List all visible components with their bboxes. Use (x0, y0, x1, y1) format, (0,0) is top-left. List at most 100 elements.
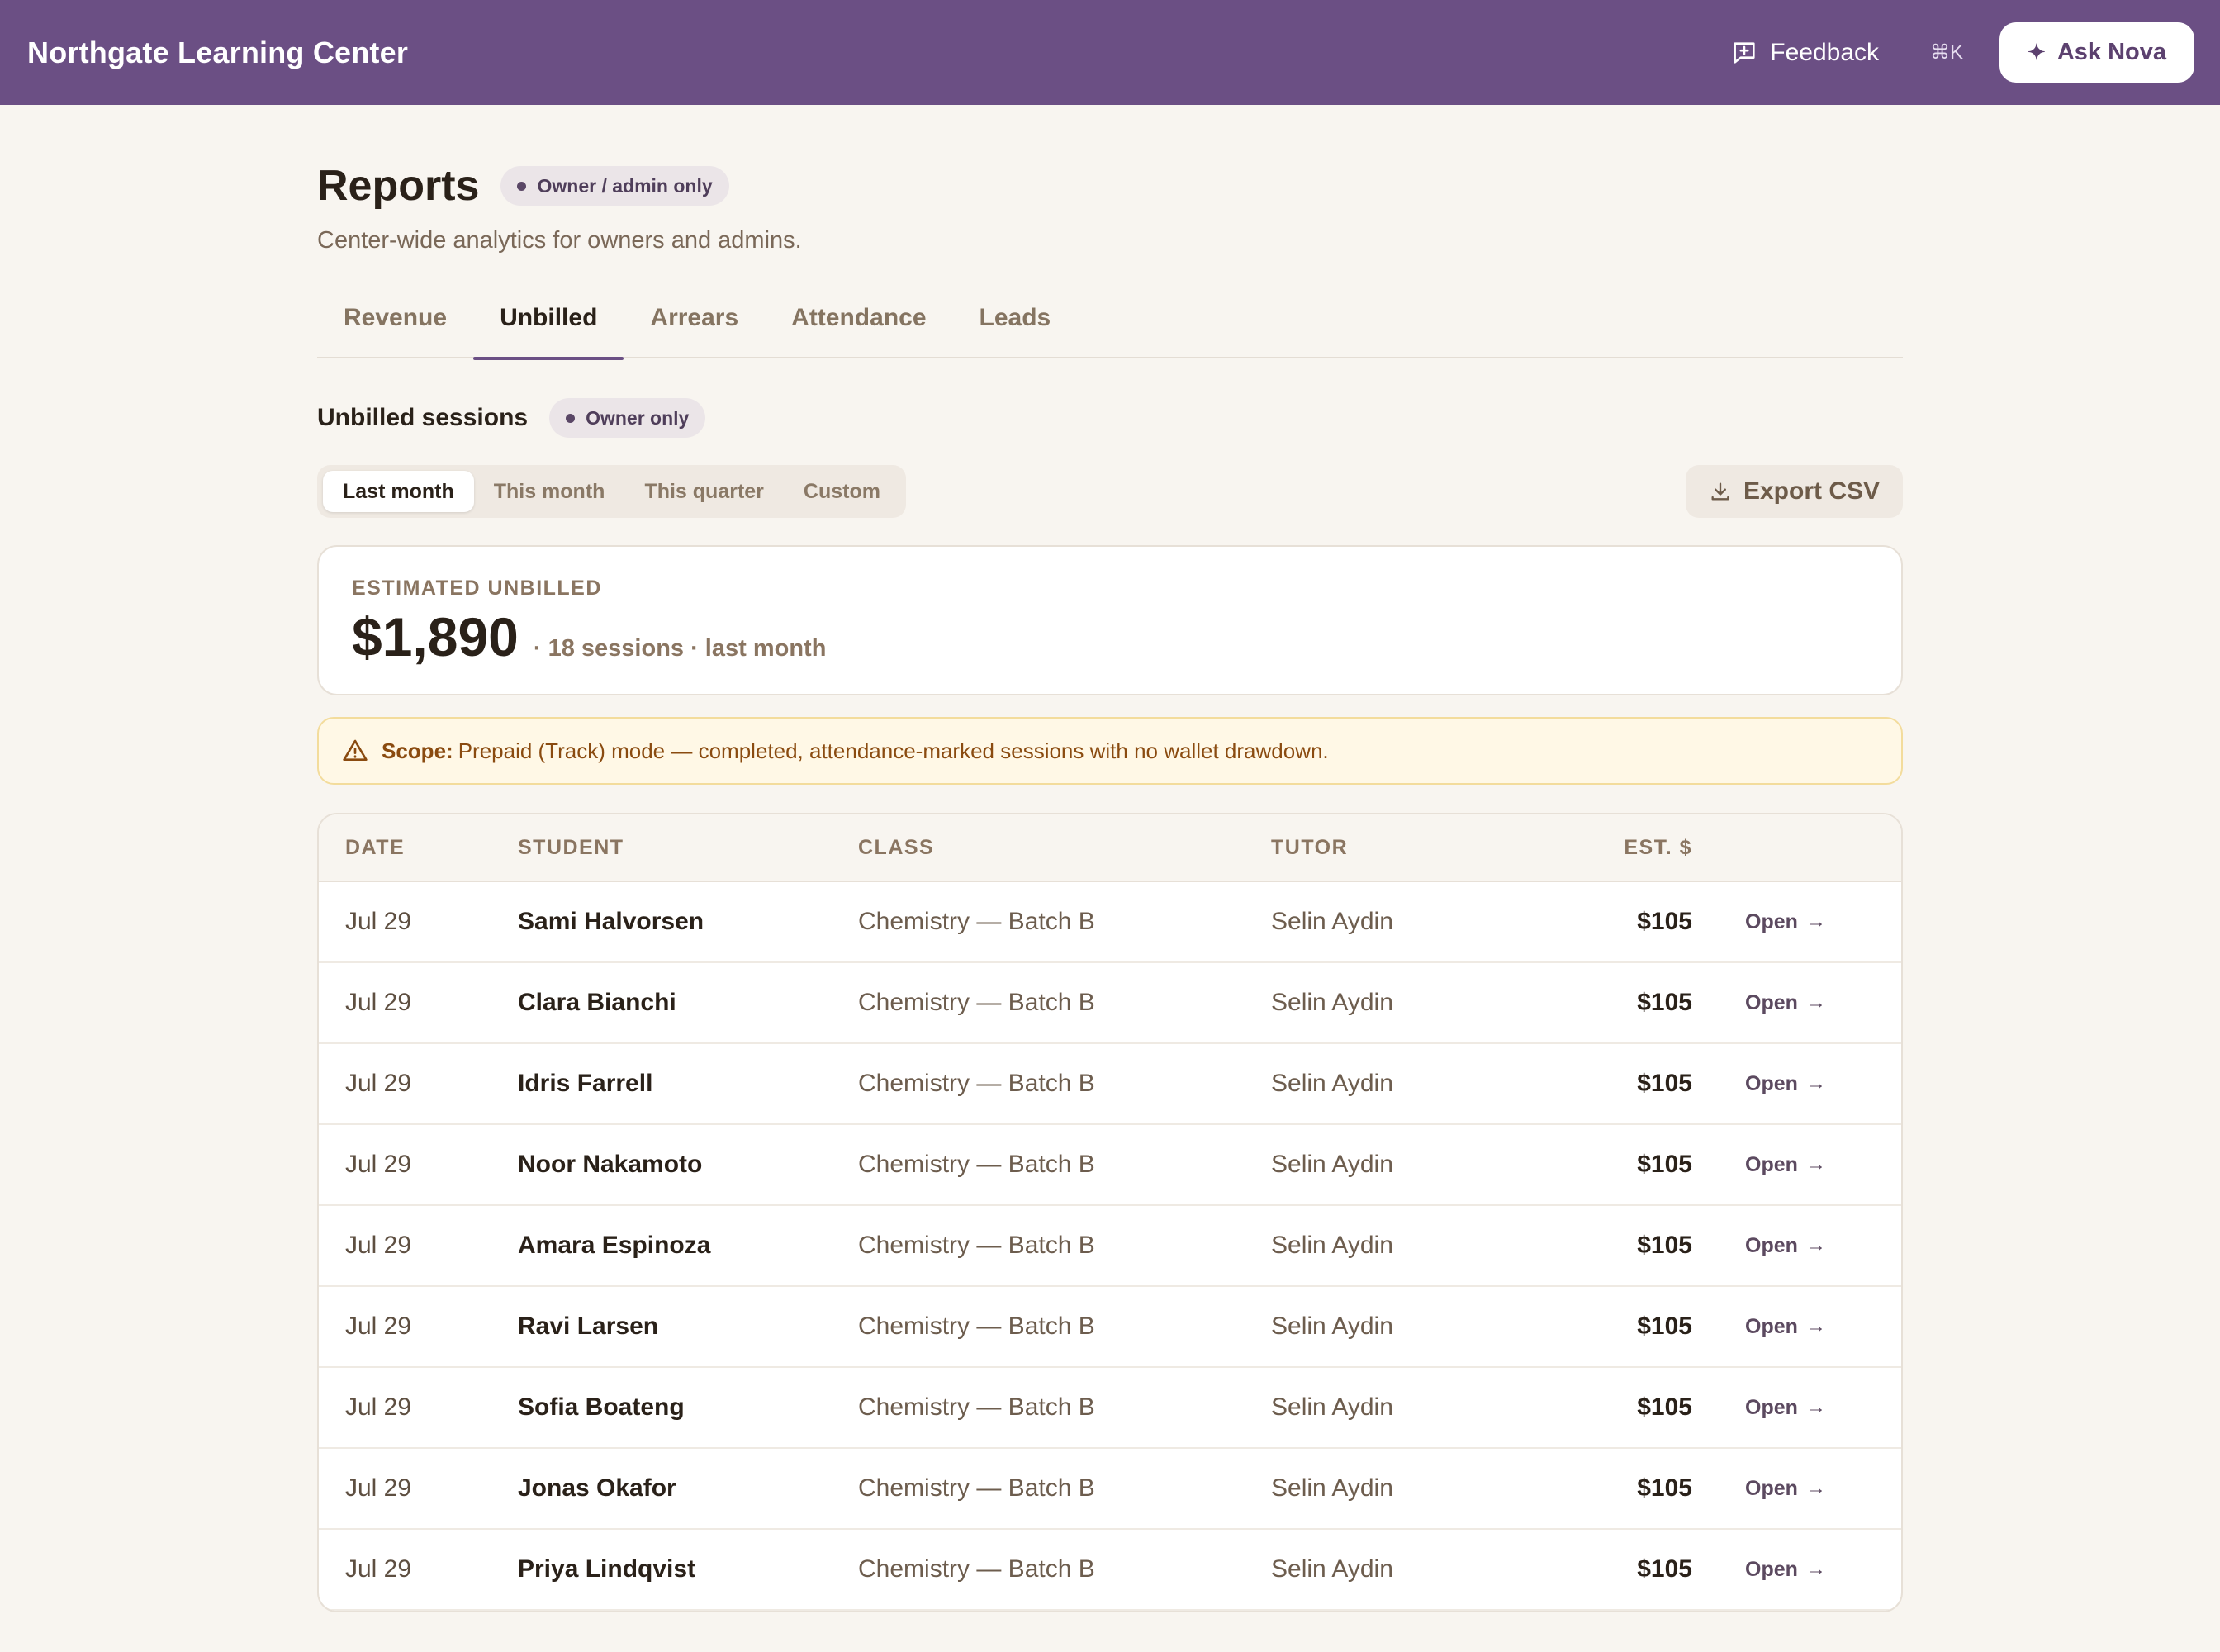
badge-dot-icon (517, 181, 527, 191)
cell-class: Chemistry — Batch B (858, 1232, 1095, 1259)
table-row[interactable]: Jul 29 Amara Espinoza Chemistry — Batch B S… (319, 1206, 1901, 1287)
section-title: Unbilled sessions (317, 404, 529, 431)
cell-actions: Open → (1692, 1477, 1857, 1501)
owner-only-badge-label: Owner only (586, 406, 690, 429)
open-label: Open (1745, 1395, 1798, 1419)
arrow-right-icon: → (1805, 991, 1826, 1014)
open-session-link[interactable]: Open → (1745, 910, 1826, 934)
open-session-link[interactable]: Open → (1745, 1477, 1826, 1501)
cell-class: Chemistry — Batch B (858, 1555, 1095, 1583)
arrow-right-icon: → (1805, 1153, 1826, 1175)
open-label: Open (1745, 1071, 1798, 1095)
tab-attendance[interactable]: Attendance (791, 304, 927, 331)
header-class[interactable]: CLASS (858, 835, 935, 859)
cell-actions: Open → (1692, 1234, 1857, 1258)
arrow-right-icon: → (1805, 1072, 1826, 1094)
cell-actions: Open → (1692, 1072, 1857, 1096)
cell-est-amount: $105 (1637, 1313, 1692, 1340)
report-tabs: Revenue Unbilled Arrears Attendance Lead… (317, 302, 1903, 360)
cell-date: Jul 29 (345, 908, 412, 935)
summary-meta: · 18 sessions · last month (533, 635, 827, 662)
command-shortcut[interactable]: ⌘K (1930, 41, 1964, 64)
table-row[interactable]: Jul 29 Sami Halvorsen Chemistry — Batch B S… (319, 882, 1901, 963)
arrow-right-icon: → (1805, 1315, 1826, 1337)
export-csv-button[interactable]: Export CSV (1685, 465, 1903, 518)
table-row[interactable]: Jul 29 Noor Nakamoto Chemistry — Batch B Se… (319, 1125, 1901, 1206)
range-custom[interactable]: Custom (803, 479, 880, 503)
open-label: Open (1745, 909, 1798, 933)
table-row[interactable]: Jul 29 Ravi Larsen Chemistry — Batch B Seli… (319, 1287, 1901, 1368)
range-this-quarter[interactable]: This quarter (644, 479, 764, 503)
table-row[interactable]: Jul 29 Clara Bianchi Chemistry — Batch B Se… (319, 963, 1901, 1044)
cell-class: Chemistry — Batch B (858, 989, 1095, 1016)
access-badge-label: Owner / admin only (537, 174, 713, 197)
cell-date: Jul 29 (345, 1151, 412, 1178)
warning-icon (343, 739, 368, 761)
sparkle-icon: ✦ (2028, 40, 2046, 64)
top-actions: Feedback ⌘K ✦ Ask Nova (1730, 22, 2194, 83)
filter-row: Last month This month This quarter Custo… (317, 465, 1903, 518)
table-row[interactable]: Jul 29 Sofia Boateng Chemistry — Batch B Se… (319, 1368, 1901, 1449)
cell-date: Jul 29 (345, 1313, 412, 1340)
cell-student: Sofia Boateng (518, 1393, 685, 1421)
range-this-month[interactable]: This month (493, 479, 605, 503)
tab-unbilled[interactable]: Unbilled (473, 302, 624, 360)
access-badge: Owner / admin only (500, 166, 729, 206)
open-session-link[interactable]: Open → (1745, 1396, 1826, 1420)
cell-est-amount: $105 (1637, 1555, 1692, 1583)
range-last-month[interactable]: Last month (323, 471, 474, 512)
unbilled-summary-card: ESTIMATED UNBILLED $1,890 · 18 sessions … (317, 545, 1903, 695)
open-session-link[interactable]: Open → (1745, 991, 1826, 1015)
cell-actions: Open → (1692, 910, 1857, 934)
cell-est-amount: $105 (1637, 1474, 1692, 1502)
open-label: Open (1745, 1314, 1798, 1338)
cell-tutor: Selin Aydin (1271, 1393, 1393, 1421)
export-csv-label: Export CSV (1743, 477, 1880, 505)
cell-date: Jul 29 (345, 1555, 412, 1583)
feedback-button[interactable]: Feedback (1730, 39, 1879, 67)
open-session-link[interactable]: Open → (1745, 1558, 1826, 1582)
scope-notice: Scope: Prepaid (Track) mode — completed,… (317, 717, 1903, 785)
cell-est-amount: $105 (1637, 1070, 1692, 1097)
header-tutor[interactable]: TUTOR (1271, 835, 1349, 859)
cell-date: Jul 29 (345, 1474, 412, 1502)
title-row: Reports Owner / admin only (317, 161, 1903, 211)
open-session-link[interactable]: Open → (1745, 1234, 1826, 1258)
owner-only-badge: Owner only (549, 398, 706, 438)
open-label: Open (1745, 1476, 1798, 1500)
cell-tutor: Selin Aydin (1271, 1070, 1393, 1097)
ask-nova-button[interactable]: ✦ Ask Nova (1999, 22, 2194, 83)
tab-leads[interactable]: Leads (979, 304, 1051, 331)
cell-actions: Open → (1692, 1153, 1857, 1177)
table-row[interactable]: Jul 29 Jonas Okafor Chemistry — Batch B Sel… (319, 1449, 1901, 1530)
table-header: DATE STUDENT CLASS TUTOR EST. $ (319, 814, 1901, 882)
summary-amount: $1,890 (352, 606, 519, 667)
arrow-right-icon: → (1805, 1396, 1826, 1418)
table-row[interactable]: Jul 29 Idris Farrell Chemistry — Batch B Se… (319, 1044, 1901, 1125)
cell-student: Jonas Okafor (518, 1474, 676, 1502)
cell-class: Chemistry — Batch B (858, 1474, 1095, 1502)
cell-tutor: Selin Aydin (1271, 1313, 1393, 1340)
cell-tutor: Selin Aydin (1271, 1151, 1393, 1178)
header-est[interactable]: EST. $ (1624, 835, 1692, 859)
cell-date: Jul 29 (345, 1070, 412, 1097)
header-student[interactable]: STUDENT (518, 835, 624, 859)
tab-revenue[interactable]: Revenue (344, 304, 448, 331)
cell-actions: Open → (1692, 1558, 1857, 1582)
open-session-link[interactable]: Open → (1745, 1153, 1826, 1177)
header-date[interactable]: DATE (345, 835, 406, 859)
tab-arrears[interactable]: Arrears (650, 304, 739, 331)
cell-est-amount: $105 (1637, 1151, 1692, 1178)
cell-est-amount: $105 (1637, 1232, 1692, 1259)
cell-class: Chemistry — Batch B (858, 1070, 1095, 1097)
cell-actions: Open → (1692, 991, 1857, 1015)
table-body: Jul 29 Sami Halvorsen Chemistry — Batch B S… (319, 882, 1901, 1611)
arrow-right-icon: → (1805, 1477, 1826, 1499)
arrow-right-icon: → (1805, 1558, 1826, 1580)
date-range-selector: Last month This month This quarter Custo… (317, 465, 906, 518)
table-row[interactable]: Jul 29 Priya Lindqvist Chemistry — Batch B… (319, 1530, 1901, 1611)
page-subtitle: Center-wide analytics for owners and adm… (317, 227, 802, 254)
open-session-link[interactable]: Open → (1745, 1072, 1826, 1096)
open-session-link[interactable]: Open → (1745, 1315, 1826, 1339)
cell-est-amount: $105 (1637, 908, 1692, 935)
